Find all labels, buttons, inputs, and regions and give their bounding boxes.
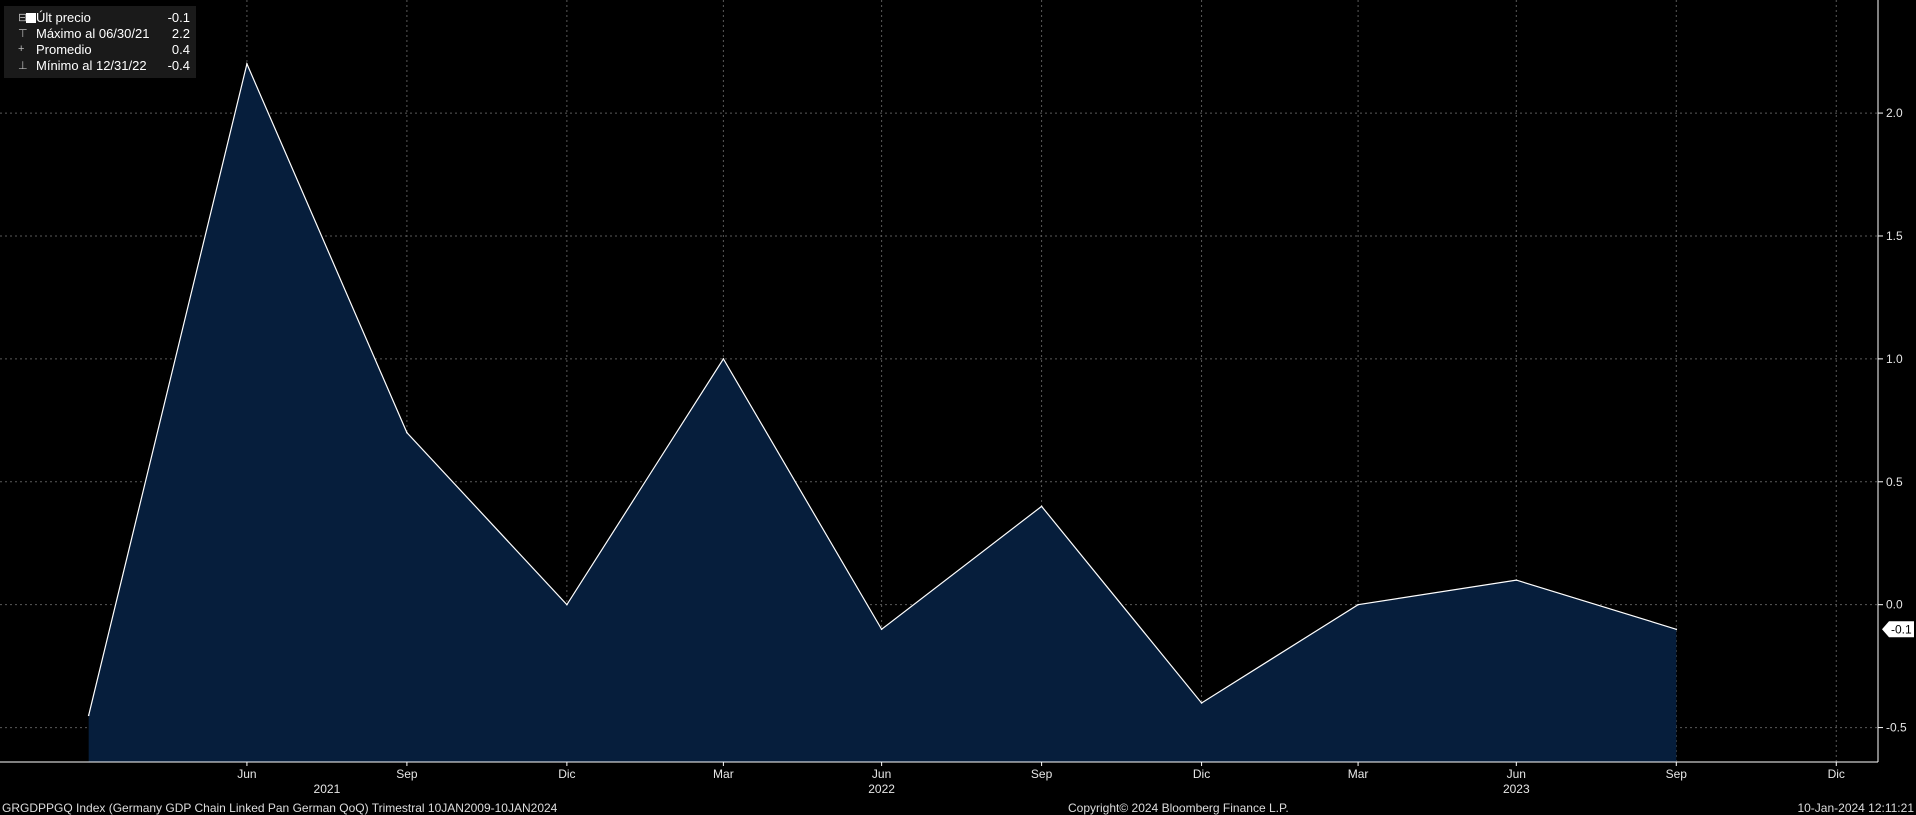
x-year-label: 2023 [1503, 782, 1530, 796]
data-point [87, 714, 90, 717]
min-marker-icon: ⊥ [18, 60, 28, 72]
legend-item-last-price: ⊟ Últ precio -0.1 [18, 10, 190, 25]
legend-value: -0.1 [167, 10, 190, 25]
x-tick-label: Dic [558, 767, 575, 781]
x-tick-label: Dic [1828, 767, 1845, 781]
legend-label: Mínimo al 12/31/22 [36, 58, 147, 73]
average-marker-icon: + [18, 43, 25, 55]
x-tick-label: Jun [872, 767, 891, 781]
x-tick-label: Sep [396, 767, 418, 781]
y-tick-label: 1.0 [1886, 352, 1903, 366]
last-value-label: -0.1 [1891, 622, 1912, 636]
last-value-flag: -0.1 [1882, 621, 1914, 638]
x-tick-label: Sep [1666, 767, 1688, 781]
x-tick-label: Dic [1193, 767, 1210, 781]
footer-timestamp: 10-Jan-2024 12:11:21 [1797, 801, 1914, 815]
legend-value: 2.2 [171, 26, 190, 41]
x-tick-label: Jun [1507, 767, 1526, 781]
y-tick-label: 0.5 [1886, 475, 1903, 489]
x-tick-label: Mar [1348, 767, 1369, 781]
data-point [1200, 702, 1203, 704]
legend-box: ⊟ Últ precio -0.1 ⊤ Máximo al 06/30/21 2… [4, 6, 196, 78]
data-point [246, 63, 248, 65]
series-area [88, 63, 1677, 763]
data-point [1515, 579, 1518, 581]
data-point [566, 603, 568, 606]
y-tick-label: 2.0 [1886, 106, 1903, 120]
footer-ticker-description: GRGDPPGQ Index (Germany GDP Chain Linked… [2, 801, 558, 815]
y-tick-label: -0.5 [1886, 721, 1907, 735]
legend-label: Promedio [36, 42, 92, 57]
legend-item-min: ⊥ Mínimo al 12/31/22 -0.4 [4, 58, 196, 74]
x-year-label: 2022 [868, 782, 895, 796]
legend-value: 0.4 [171, 42, 190, 57]
data-point [722, 358, 725, 360]
data-point [1675, 628, 1678, 631]
data-point [1040, 505, 1043, 508]
y-tick-label: 1.5 [1886, 229, 1903, 243]
footer-copyright: Copyright© 2024 Bloomberg Finance L.P. [1068, 801, 1289, 815]
legend-item-max: ⊤ Máximo al 06/30/21 2.2 [4, 26, 196, 42]
legend-value: -0.4 [167, 58, 190, 73]
last-value-flag-shape [1882, 621, 1914, 638]
data-point [406, 431, 408, 434]
max-marker-icon: ⊤ [18, 28, 28, 40]
x-tick-label: Jun [237, 767, 256, 781]
legend-label: Últ precio [36, 10, 91, 25]
legend-label: Máximo al 06/30/21 [36, 26, 150, 41]
x-tick-label: Mar [713, 767, 734, 781]
legend-item-average: + Promedio 0.4 [4, 42, 196, 58]
legend-swatch [26, 13, 36, 23]
data-point [1357, 603, 1359, 606]
x-tick-label: Sep [1031, 767, 1053, 781]
x-year-label: 2021 [314, 782, 341, 796]
data-point [880, 628, 883, 631]
y-tick-label: 0.0 [1886, 598, 1903, 612]
